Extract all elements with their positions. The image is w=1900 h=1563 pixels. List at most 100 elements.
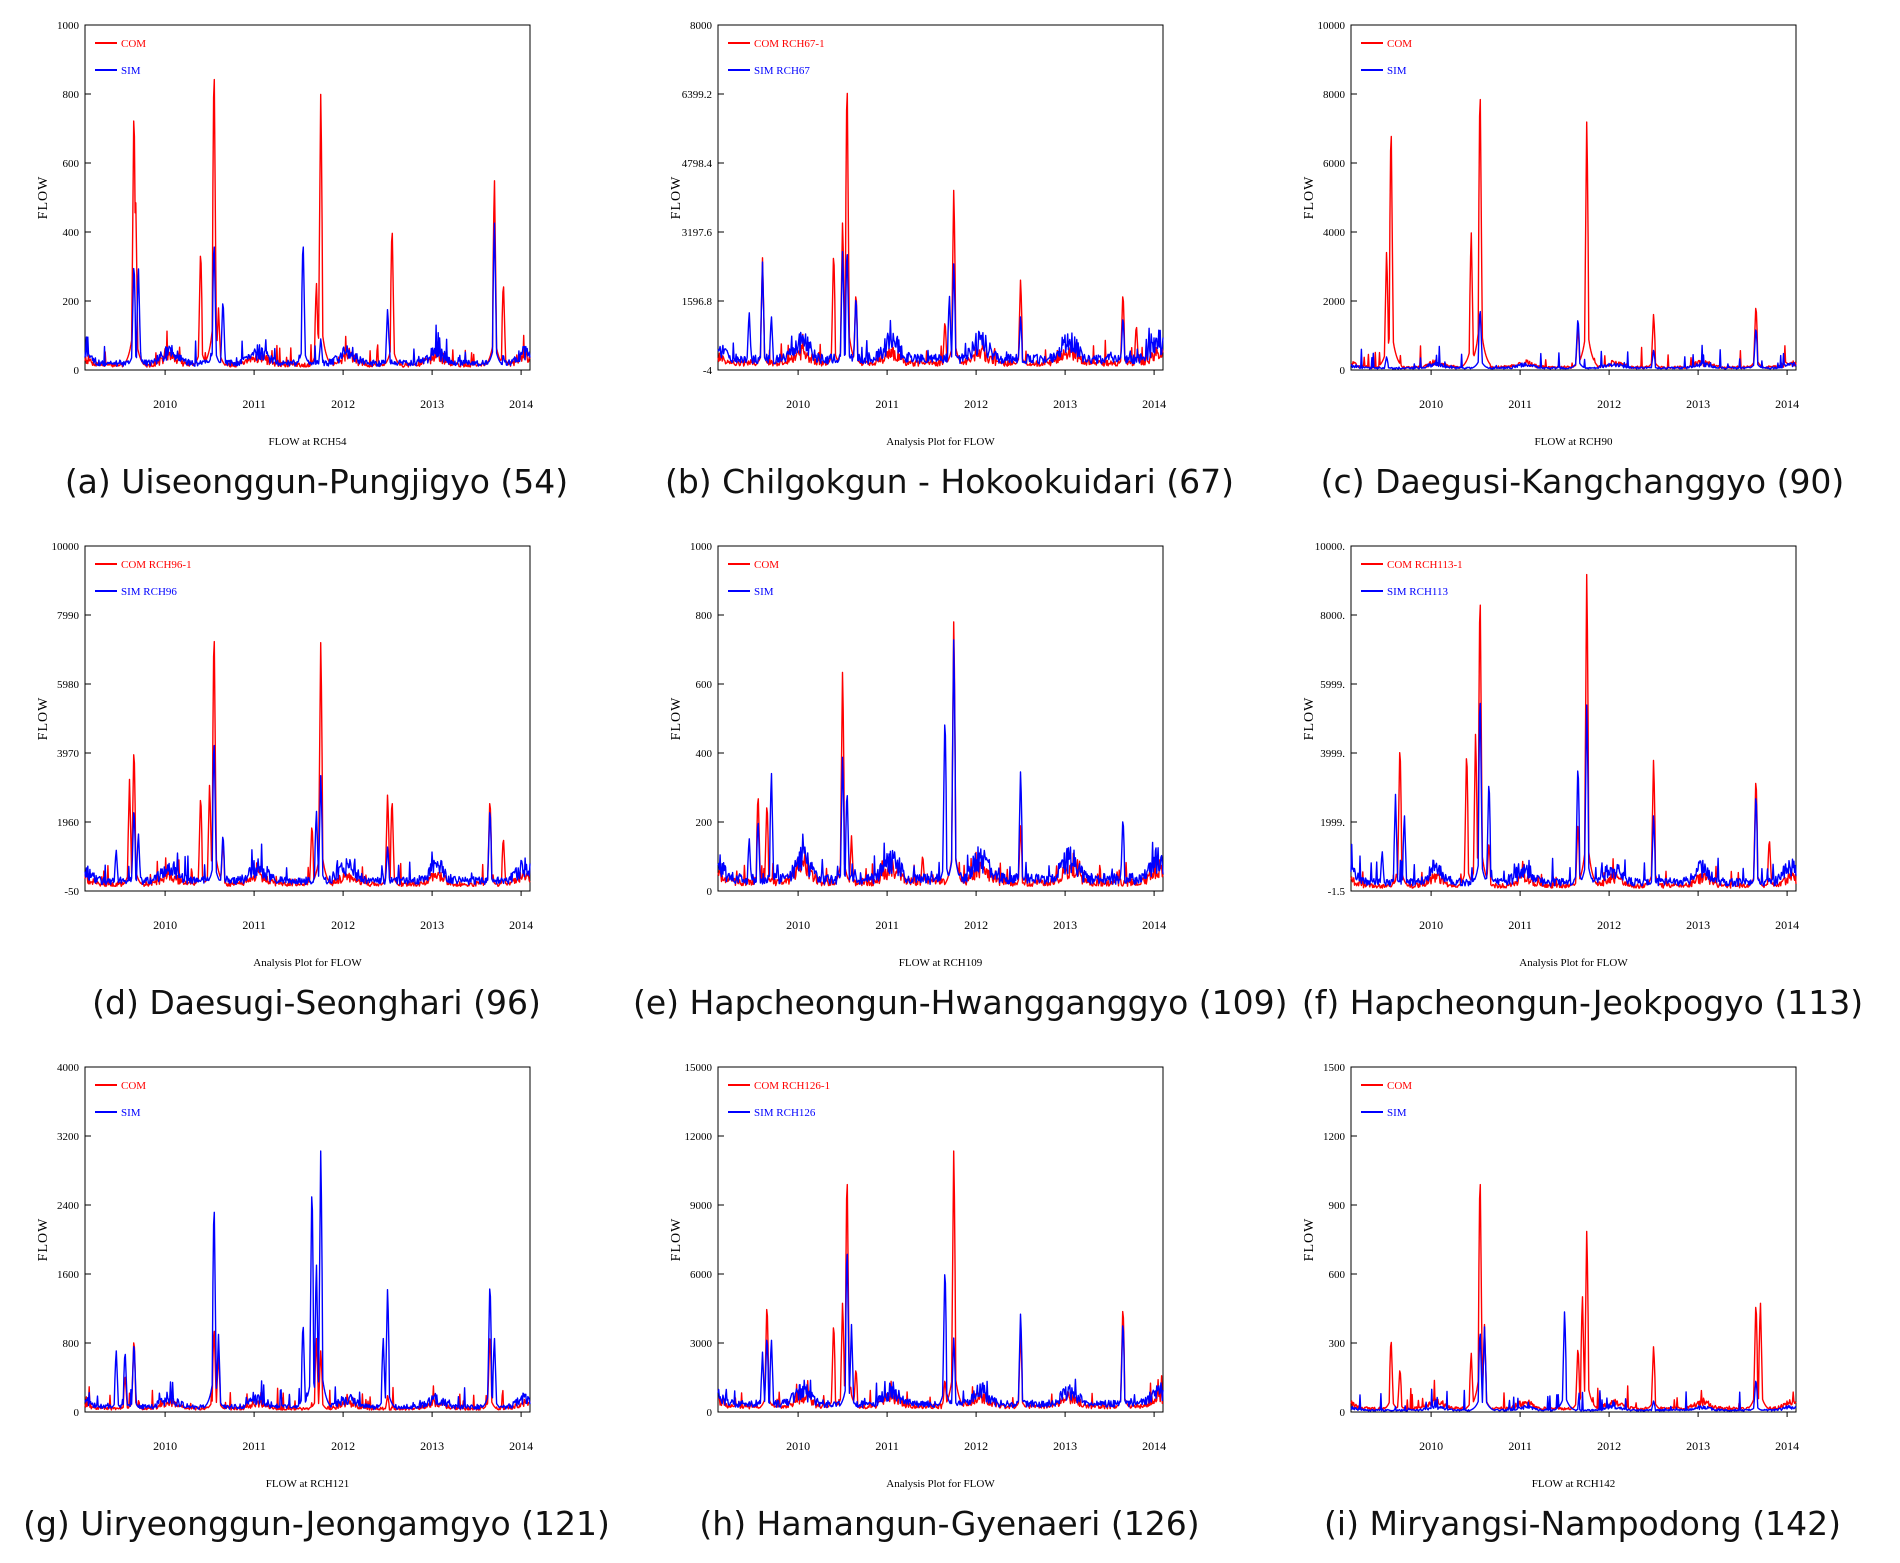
- x-tick-label: 2010: [786, 397, 810, 411]
- y-tick-label: 0: [74, 365, 80, 377]
- y-axis-label: FLOW: [669, 176, 684, 220]
- y-tick-label: 1200: [1323, 1131, 1346, 1143]
- x-tick-label: 2010: [1419, 1439, 1443, 1453]
- x-axis-label: Analysis Plot for FLOW: [886, 436, 995, 448]
- x-tick-label: 2011: [242, 918, 266, 932]
- y-axis-label: FLOW: [36, 176, 51, 220]
- plot-frame: [717, 545, 1164, 892]
- series-line-sim: [1350, 1311, 1797, 1412]
- x-tick-label: 2011: [242, 397, 266, 411]
- legend-label: COM RCH126-1: [754, 1080, 830, 1092]
- x-tick-label: 2013: [1686, 1439, 1710, 1453]
- legend-label: COM: [1387, 1080, 1412, 1092]
- y-axis-label: FLOW: [1302, 1218, 1317, 1262]
- legend-label: SIM: [121, 65, 141, 77]
- legend-label: COM: [121, 1080, 146, 1092]
- chart-panel: 0 800 1600 2400 3200 4000 2010 2011 2012 2013 2014…: [0, 1042, 633, 1563]
- x-tick-label: 2012: [331, 1439, 355, 1453]
- x-tick-label: 2010: [153, 918, 177, 932]
- legend-label: COM RCH96-1: [121, 559, 192, 571]
- chart-svg: 0 2000 4000 6000 8000 10000 2010 2011 2012 2013 20…: [1302, 20, 1799, 448]
- chart-svg: 0 800 1600 2400 3200 4000 2010 2011 2012 2013 2014…: [36, 1062, 533, 1490]
- y-tick-label: 1999.: [1320, 817, 1345, 829]
- x-tick-label: 2014: [1775, 397, 1799, 411]
- chart-svg: 0 200 400 600 800 1000 2010 2011 2012 2013 2014 COM…: [36, 20, 533, 448]
- x-axis-label: FLOW at RCH142: [1532, 1478, 1616, 1490]
- plot-frame: [1350, 24, 1797, 371]
- x-tick-label: 2014: [509, 397, 533, 411]
- legend-label: COM RCH67-1: [754, 38, 825, 50]
- y-tick-label: 8000: [1323, 89, 1346, 101]
- chart-svg: -1.5 1999. 3999. 5999. 8000. 10000. 2010 2011 20…: [1302, 541, 1799, 969]
- y-tick-label: 400: [696, 748, 713, 760]
- y-axis-label: FLOW: [36, 697, 51, 741]
- chart-svg: 0 300 600 900 1200 1500 2010 2011 2012 2013 2014 CO…: [1302, 1062, 1799, 1490]
- y-tick-label: 3999.: [1320, 748, 1345, 760]
- x-tick-label: 2011: [1508, 397, 1532, 411]
- y-tick-label: -4: [703, 365, 713, 377]
- x-axis-label: FLOW at RCH54: [268, 436, 347, 448]
- y-tick-label: 1600: [57, 1269, 80, 1281]
- y-tick-label: 1500: [1323, 1062, 1346, 1074]
- y-tick-label: 5980: [57, 679, 80, 691]
- chart-panel: -4 1596.8 3197.6 4798.4 6399.2 8000 2010 2011 20…: [633, 0, 1266, 521]
- x-tick-label: 2010: [1419, 918, 1443, 932]
- legend-label: SIM: [1387, 65, 1407, 77]
- y-tick-label: 200: [696, 817, 713, 829]
- y-tick-label: 800: [63, 1338, 80, 1350]
- y-tick-label: 9000: [690, 1200, 713, 1212]
- legend-label: COM: [121, 38, 146, 50]
- y-tick-label: 1596.8: [682, 296, 713, 308]
- x-tick-label: 2014: [509, 1439, 533, 1453]
- chart-panel: 0 3000 6000 9000 12000 15000 2010 2011 2012 2013 2…: [633, 1042, 1266, 1563]
- x-tick-label: 2011: [875, 397, 899, 411]
- y-tick-label: 6000: [1323, 158, 1346, 170]
- x-tick-label: 2011: [1508, 918, 1532, 932]
- y-tick-label: 900: [1329, 1200, 1346, 1212]
- y-tick-label: 1960: [57, 817, 80, 829]
- panel-caption: (b) Chilgokgun - Hokookuidari (67): [664, 462, 1235, 501]
- y-tick-label: 600: [1329, 1269, 1346, 1281]
- panel-caption: (h) Hamangun-Gyenaeri (126): [699, 1504, 1200, 1543]
- panel-caption: (g) Uiryeonggun-Jeongamgyo (121): [23, 1504, 610, 1543]
- x-axis-label: Analysis Plot for FLOW: [886, 1478, 995, 1490]
- legend-label: COM: [1387, 38, 1412, 50]
- chart-panel: -50 1960 3970 5980 7990 10000 2010 2011 2012 2013…: [0, 521, 633, 1042]
- x-tick-label: 2014: [1775, 918, 1799, 932]
- plot-frame: [84, 545, 531, 892]
- x-axis-label: Analysis Plot for FLOW: [1519, 957, 1628, 969]
- x-tick-label: 2013: [1686, 918, 1710, 932]
- y-axis-label: FLOW: [1302, 176, 1317, 220]
- series-line-sim: [1350, 310, 1797, 370]
- y-axis-label: FLOW: [669, 1218, 684, 1262]
- chart-panel: 0 300 600 900 1200 1500 2010 2011 2012 2013 2014 CO…: [1266, 1042, 1899, 1563]
- chart-panel: 0 200 400 600 800 1000 2010 2011 2012 2013 2014 COM…: [633, 521, 1288, 1042]
- chart-svg: 0 3000 6000 9000 12000 15000 2010 2011 2012 2013 2…: [669, 1062, 1166, 1490]
- x-tick-label: 2014: [1142, 1439, 1166, 1453]
- y-tick-label: 10000.: [1315, 541, 1346, 553]
- panel-caption: (c) Daegusi-Kangchanggyo (90): [1320, 462, 1845, 501]
- chart-panel: 0 200 400 600 800 1000 2010 2011 2012 2013 2014 COM…: [0, 0, 633, 521]
- x-tick-label: 2012: [331, 397, 355, 411]
- x-tick-label: 2011: [875, 1439, 899, 1453]
- y-tick-label: 2000: [1323, 296, 1346, 308]
- x-tick-label: 2012: [964, 918, 988, 932]
- x-tick-label: 2012: [1597, 1439, 1621, 1453]
- series-line-com: [717, 1150, 1164, 1410]
- x-tick-label: 2013: [420, 397, 444, 411]
- series-line-sim: [84, 744, 531, 886]
- panel-caption: (a) Uiseonggun-Pungjigyo (54): [64, 462, 569, 501]
- legend-label: SIM: [754, 586, 774, 598]
- series-line-com: [84, 640, 531, 888]
- y-tick-label: 200: [63, 296, 80, 308]
- y-tick-label: 2400: [57, 1200, 80, 1212]
- x-tick-label: 2013: [1053, 1439, 1077, 1453]
- y-tick-label: 3197.6: [682, 227, 713, 239]
- x-tick-label: 2013: [420, 918, 444, 932]
- y-tick-label: 6000: [690, 1269, 713, 1281]
- y-tick-label: -50: [64, 886, 79, 898]
- y-tick-label: 1000: [690, 541, 713, 553]
- y-tick-label: 0: [74, 1407, 80, 1419]
- y-tick-label: 300: [1329, 1338, 1346, 1350]
- y-tick-label: 3970: [57, 748, 80, 760]
